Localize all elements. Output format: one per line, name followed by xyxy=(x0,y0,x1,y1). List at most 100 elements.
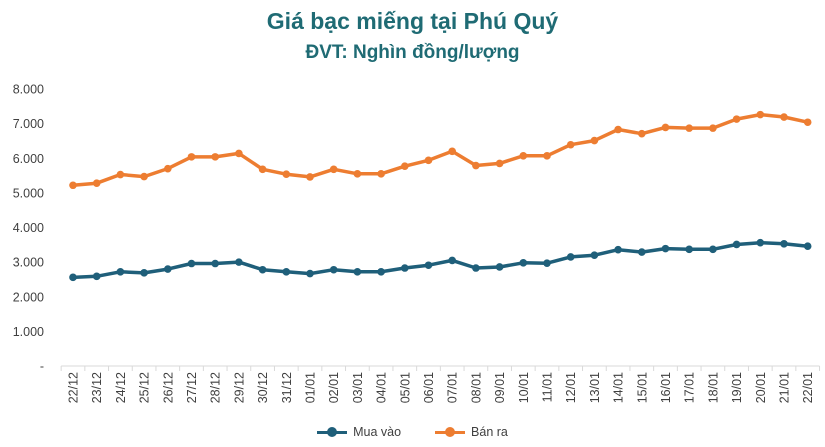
data-point-ban-ra xyxy=(282,170,291,178)
data-point-ban-ra xyxy=(401,162,409,171)
x-tick-label: 12/01 xyxy=(564,372,578,403)
data-point-mua-vao xyxy=(69,273,77,282)
data-point-mua-vao xyxy=(614,245,622,254)
data-point-mua-vao xyxy=(566,253,575,261)
data-point-mua-vao xyxy=(448,256,457,265)
y-tick-label: 6.000 xyxy=(13,152,44,166)
data-point-mua-vao xyxy=(353,268,362,276)
data-point-ban-ra xyxy=(116,170,125,179)
data-point-ban-ra xyxy=(519,152,528,160)
data-point-mua-vao xyxy=(424,261,433,270)
data-point-mua-vao xyxy=(780,239,788,248)
data-point-mua-vao xyxy=(756,238,765,247)
x-tick-label: 11/01 xyxy=(541,372,555,402)
legend-label-ban-ra: Bán ra xyxy=(471,425,508,439)
y-tick-label: 5.000 xyxy=(13,186,44,200)
legend-swatch-mua-vao xyxy=(317,426,348,438)
data-point-ban-ra xyxy=(448,147,457,156)
data-point-mua-vao xyxy=(543,259,551,267)
data-point-ban-ra xyxy=(424,156,433,165)
data-point-ban-ra xyxy=(187,153,196,161)
x-tick-label: 02/01 xyxy=(327,372,341,403)
data-point-ban-ra xyxy=(329,165,338,174)
x-tick-label: 10/01 xyxy=(517,372,531,403)
series-line-mua-vao xyxy=(71,240,810,280)
data-point-ban-ra xyxy=(566,140,575,149)
x-tick-label: 03/01 xyxy=(351,372,365,403)
chart-subtitle: ĐVT: Nghìn đồng/lượng xyxy=(305,42,520,63)
data-point-mua-vao xyxy=(638,248,646,256)
data-point-ban-ra xyxy=(638,129,646,138)
data-point-mua-vao xyxy=(377,268,385,276)
data-point-mua-vao xyxy=(329,265,338,274)
x-tick-label: 06/01 xyxy=(422,372,436,403)
x-tick-label: 24/12 xyxy=(114,372,128,403)
data-point-ban-ra xyxy=(803,118,812,127)
data-point-mua-vao xyxy=(116,268,125,276)
data-point-ban-ra xyxy=(140,172,148,181)
x-tick-label: 19/01 xyxy=(730,372,744,403)
data-point-mua-vao xyxy=(92,272,101,281)
x-tick-label: 04/01 xyxy=(375,372,389,403)
series-line-ban-ra xyxy=(71,112,810,188)
data-point-mua-vao xyxy=(732,240,741,249)
data-point-ban-ra xyxy=(780,113,788,121)
x-tick-label: 14/01 xyxy=(612,372,626,403)
x-tick-label: 13/01 xyxy=(588,372,602,403)
y-tick-label: 4.000 xyxy=(13,221,44,235)
data-point-mua-vao xyxy=(258,265,267,274)
x-tick-label: 01/01 xyxy=(304,372,318,403)
x-tick-label: 30/12 xyxy=(256,372,270,403)
data-point-mua-vao xyxy=(164,265,172,273)
data-point-ban-ra xyxy=(756,110,765,119)
x-tick-label: 23/12 xyxy=(90,372,104,403)
x-tick-label: 25/12 xyxy=(138,372,152,403)
x-tick-label: 31/12 xyxy=(280,372,294,403)
data-point-mua-vao xyxy=(709,245,717,254)
data-point-ban-ra xyxy=(164,164,172,173)
legend: Mua vào Bán ra xyxy=(0,425,825,439)
x-tick-label: 17/01 xyxy=(683,372,697,403)
data-point-ban-ra xyxy=(92,179,101,187)
data-point-ban-ra xyxy=(661,123,670,132)
x-tick-label: 22/12 xyxy=(67,372,81,403)
data-point-ban-ra xyxy=(377,170,385,178)
x-tick-label: 18/01 xyxy=(706,372,720,403)
legend-swatch-ban-ra xyxy=(435,426,466,438)
x-tick-label: 29/12 xyxy=(232,372,246,403)
x-tick-label: 15/01 xyxy=(635,372,649,403)
data-point-mua-vao xyxy=(140,269,148,277)
data-point-mua-vao xyxy=(282,268,291,276)
y-tick-label: - xyxy=(40,360,44,374)
chart-title: Giá bạc miếng tại Phú Quý xyxy=(266,8,559,34)
data-point-ban-ra xyxy=(69,181,77,190)
data-point-mua-vao xyxy=(519,259,528,267)
data-point-mua-vao xyxy=(685,245,693,254)
x-tick-label: 22/01 xyxy=(801,372,815,403)
x-tick-label: 08/01 xyxy=(469,372,483,403)
legend-item-mua-vao: Mua vào xyxy=(317,425,401,439)
y-tick-label: 2.000 xyxy=(13,290,44,304)
x-tick-label: 26/12 xyxy=(161,372,175,403)
legend-label-mua-vao: Mua vào xyxy=(353,425,402,439)
y-tick-label: 8.000 xyxy=(13,83,44,97)
data-point-ban-ra xyxy=(258,165,267,174)
data-point-ban-ra xyxy=(495,159,504,168)
data-point-mua-vao xyxy=(590,251,599,259)
y-tick-label: 3.000 xyxy=(13,256,44,270)
data-point-ban-ra xyxy=(543,152,551,160)
data-point-mua-vao xyxy=(495,263,504,271)
data-point-mua-vao xyxy=(472,264,480,272)
data-point-ban-ra xyxy=(614,125,622,134)
data-point-mua-vao xyxy=(306,269,314,278)
data-point-ban-ra xyxy=(306,173,314,181)
data-point-mua-vao xyxy=(187,259,196,268)
x-tick-label: 21/01 xyxy=(778,372,792,403)
data-point-ban-ra xyxy=(235,149,243,158)
x-tick-label: 05/01 xyxy=(398,372,412,403)
data-point-ban-ra xyxy=(472,161,480,170)
x-tick-label: 28/12 xyxy=(209,372,223,403)
data-point-mua-vao xyxy=(401,264,409,272)
data-point-ban-ra xyxy=(353,170,362,178)
